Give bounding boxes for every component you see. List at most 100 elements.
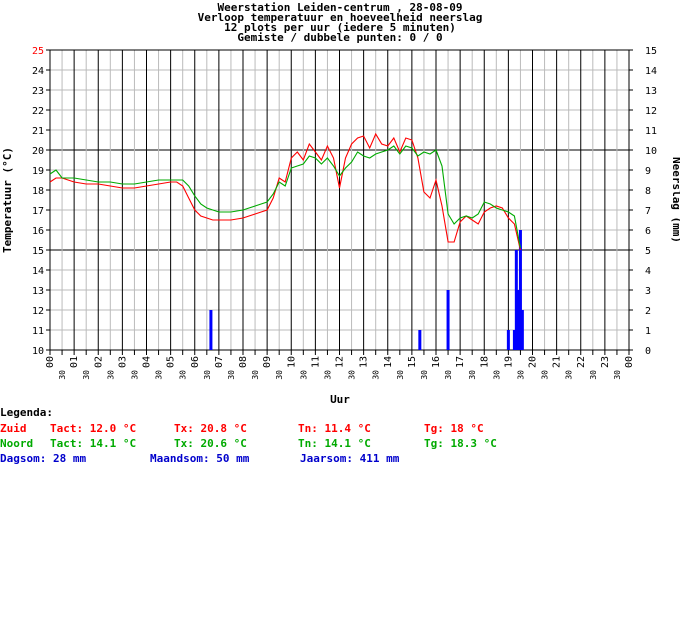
plot-frame — [49, 49, 630, 351]
y-tick-label-right: 2 — [645, 306, 651, 317]
x-tick-label-hour: 14 — [383, 356, 394, 368]
x-tick-label-hour: 16 — [431, 356, 442, 368]
x-tick-label-hour: 05 — [166, 356, 177, 368]
legend-noord-name: Noord — [0, 437, 34, 450]
series-line-noord — [49, 145, 521, 249]
x-tick-label-hour: 08 — [238, 356, 249, 368]
x-tick-label-hour: 15 — [407, 356, 418, 368]
x-tick-label-half: 30 — [613, 370, 622, 380]
y-tick-label-right: 14 — [645, 66, 657, 77]
y-tick-label-left: 10 — [32, 346, 44, 357]
y-tick-label-right: 11 — [645, 126, 657, 137]
rain-bar — [520, 310, 524, 350]
y-tick-label-right: 8 — [645, 186, 651, 197]
rain-bar — [418, 330, 422, 350]
y-tick-label-right: 1 — [645, 326, 651, 337]
x-tick-label-hour: 04 — [142, 356, 153, 368]
legend-rain-day: Dagsom: 28 mm — [0, 452, 87, 465]
legend-noord-tact: Tact: 14.1 °C — [50, 437, 137, 450]
y-tick-label-right: 5 — [645, 246, 651, 257]
legend-noord-tn: Tn: 14.1 °C — [298, 437, 371, 450]
x-tick-label-half: 30 — [565, 370, 574, 380]
x-tick-label-hour: 21 — [552, 356, 563, 368]
temperature-rain-chart: Weerstation Leiden-centrum , 28-08-09Ver… — [1, 1, 680, 405]
rain-bar — [514, 250, 518, 350]
legend-zuid-tn: Tn: 11.4 °C — [298, 422, 371, 435]
x-tick-label-hour: 06 — [190, 356, 201, 368]
y-tick-label-left: 21 — [32, 126, 44, 137]
x-tick-label-hour: 18 — [479, 356, 490, 368]
rain-bar — [446, 290, 450, 350]
y-tick-label-right: 0 — [645, 346, 651, 357]
y-tick-label-right: 10 — [645, 146, 657, 157]
x-tick-label-hour: 11 — [310, 356, 321, 368]
y-tick-label-left: 20 — [32, 146, 44, 157]
x-tick-label-half: 30 — [275, 370, 284, 380]
x-tick-label-half: 30 — [396, 370, 405, 380]
x-tick-label-half: 30 — [420, 370, 429, 380]
legend-noord-tx: Tx: 20.6 °C — [174, 437, 247, 450]
y-tick-label-left: 17 — [32, 206, 44, 217]
y-tick-label-left: 15 — [32, 246, 44, 257]
legend-zuid-tact: Tact: 12.0 °C — [50, 422, 137, 435]
x-tick-label-half: 30 — [589, 370, 598, 380]
y-tick-label-left: 23 — [32, 86, 44, 97]
x-tick-label-half: 30 — [203, 370, 212, 380]
series-line-zuid — [49, 132, 521, 251]
rain-bar — [517, 290, 521, 350]
x-tick-label-hour: 20 — [528, 356, 539, 368]
x-tick-label-hour: 22 — [576, 356, 587, 368]
x-tick-label-half: 30 — [299, 370, 308, 380]
x-tick-label-hour: 23 — [600, 356, 611, 368]
y-tick-label-left: 13 — [32, 286, 44, 297]
legend-noord-tg: Tg: 18.3 °C — [424, 437, 497, 450]
x-tick-label-hour: 01 — [69, 356, 80, 368]
x-tick-label-half: 30 — [372, 370, 381, 380]
x-tick-label-half: 30 — [251, 370, 260, 380]
rain-bar — [506, 330, 510, 350]
y-tick-label-left: 16 — [32, 226, 44, 237]
y-tick-label-right: 4 — [645, 266, 651, 277]
x-tick-label-hour: 10 — [286, 356, 297, 368]
x-tick-label-half: 30 — [106, 370, 115, 380]
x-tick-label-half: 30 — [492, 370, 501, 380]
x-tick-label-half: 30 — [58, 370, 67, 380]
y-tick-label-left: 19 — [32, 166, 44, 177]
x-tick-label-hour: 13 — [359, 356, 370, 368]
x-tick-label-half: 30 — [468, 370, 477, 380]
x-tick-label-half: 30 — [541, 370, 550, 380]
x-tick-label-half: 30 — [179, 370, 188, 380]
x-tick-label-half: 30 — [155, 370, 164, 380]
y-tick-label-right: 3 — [645, 286, 651, 297]
legend-zuid-tg: Tg: 18 °C — [424, 422, 484, 435]
chart-title-line: Weerstation Leiden-centrum , 28-08-09 — [217, 1, 462, 14]
x-tick-label-half: 30 — [444, 370, 453, 380]
x-tick-label-half: 30 — [323, 370, 332, 380]
y-tick-label-right: 13 — [645, 86, 657, 97]
y-tick-label-right: 15 — [645, 46, 657, 57]
legend-zuid-name: Zuid — [0, 422, 27, 435]
x-tick-label-half: 30 — [516, 370, 525, 380]
y-tick-label-right: 7 — [645, 206, 651, 217]
y-tick-label-left: 14 — [32, 266, 44, 277]
legend-heading: Legenda: — [0, 406, 53, 419]
rain-bar — [512, 330, 516, 350]
y-tick-label-right: 9 — [645, 166, 651, 177]
chart-title-line: Gemiste / dubbele punten: 0 / 0 — [237, 31, 442, 44]
legend-rain-year: Jaarsom: 411 mm — [300, 452, 400, 465]
y-tick-label-right: 6 — [645, 226, 651, 237]
x-tick-label-hour: 09 — [262, 356, 273, 368]
x-tick-label-hour: 00 — [624, 356, 635, 368]
y-axis-label-right: Neerslag (mm) — [670, 157, 680, 243]
y-tick-label-right: 12 — [645, 106, 657, 117]
rain-bar — [209, 310, 213, 350]
y-axis-label-left: Temperatuur (°C) — [1, 147, 14, 253]
x-tick-label-hour: 00 — [45, 356, 56, 368]
y-tick-label-left: 18 — [32, 186, 44, 197]
x-tick-label-hour: 03 — [117, 356, 128, 368]
y-tick-label-left: 24 — [32, 66, 44, 77]
x-tick-label-hour: 19 — [503, 356, 514, 368]
x-tick-label-half: 30 — [130, 370, 139, 380]
legend-zuid-tx: Tx: 20.8 °C — [174, 422, 247, 435]
x-tick-label-half: 30 — [227, 370, 236, 380]
